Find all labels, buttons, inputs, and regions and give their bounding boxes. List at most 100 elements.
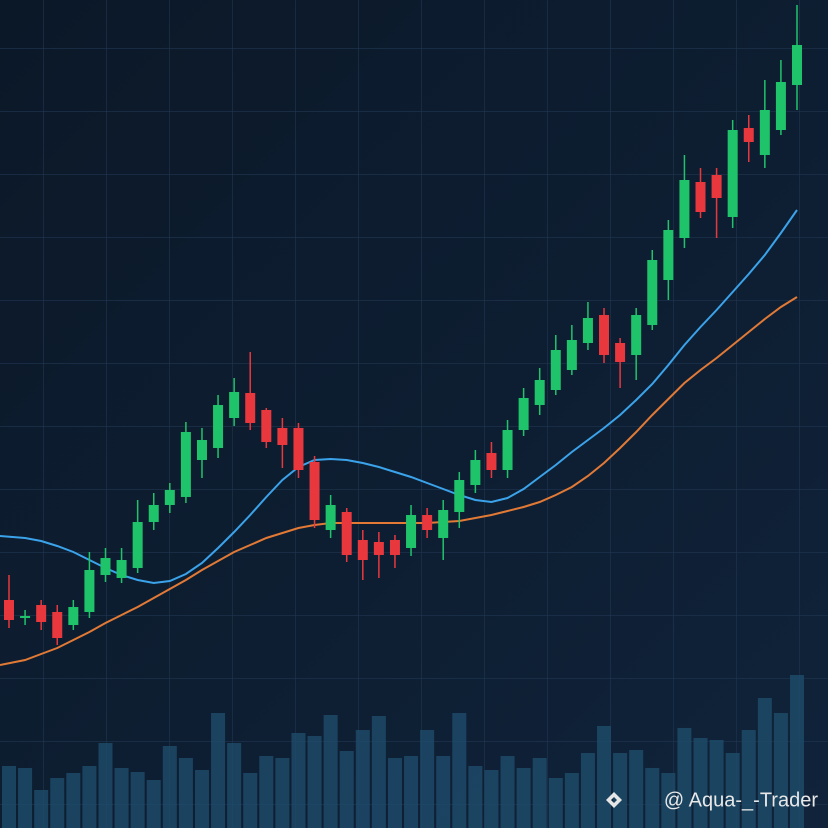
volume-bar — [387, 758, 402, 828]
volume-bar — [146, 780, 161, 828]
candle-body — [36, 605, 47, 622]
volume-bar — [211, 713, 226, 828]
volume-bar — [114, 768, 129, 828]
candle-body — [213, 405, 224, 448]
watermark: @ Aqua-_-Trader — [606, 789, 818, 811]
candle-body — [132, 522, 143, 568]
volume-bar — [50, 778, 65, 828]
candle-body — [711, 175, 722, 198]
candle-body — [599, 315, 610, 355]
candle-body — [486, 453, 497, 470]
candle-body — [325, 505, 336, 530]
candle-body — [695, 182, 706, 212]
volume-bar — [404, 756, 419, 828]
volume-bar — [677, 728, 692, 828]
volume-bar — [307, 736, 322, 828]
candle-body — [759, 110, 770, 155]
volume-bar — [580, 753, 595, 828]
candle-body — [582, 318, 593, 343]
volume-bar — [645, 768, 660, 828]
candle-body — [470, 460, 481, 485]
volume-bar — [597, 726, 612, 828]
candle-body — [277, 428, 288, 445]
moving-average-line — [0, 296, 798, 666]
volume-bar — [371, 716, 386, 828]
candle-body — [615, 343, 626, 362]
watermark-icon — [606, 792, 622, 808]
candle-body — [743, 128, 754, 142]
volume-bar — [323, 715, 338, 828]
candle-body — [148, 505, 159, 522]
candle-body — [100, 558, 111, 575]
candle-body — [261, 410, 272, 442]
candle-body — [775, 82, 786, 130]
candle-body — [52, 612, 63, 638]
candle-body — [792, 45, 802, 85]
volume-bar — [532, 758, 547, 828]
volume-bar — [227, 743, 242, 828]
volume-bar — [613, 753, 628, 828]
volume-bar — [162, 746, 177, 828]
candle-body — [566, 340, 577, 370]
candle-body — [4, 600, 14, 620]
candle-body — [309, 462, 320, 520]
volume-bar — [500, 756, 515, 828]
volume-bar — [452, 713, 467, 828]
plot — [0, 5, 804, 828]
candle-body — [518, 398, 529, 430]
candle-body — [68, 607, 79, 625]
candle-body — [502, 430, 513, 470]
volume-bar — [564, 773, 579, 828]
volume-bar — [773, 713, 788, 828]
volume-bar — [709, 740, 724, 828]
volume-bar — [741, 730, 756, 828]
volume-bar — [661, 773, 676, 828]
candle-body — [647, 260, 658, 325]
candle-body — [229, 392, 240, 418]
volume-bar — [18, 768, 33, 828]
moving-average-line — [0, 209, 798, 585]
volume-bar — [291, 733, 306, 828]
volume-bar — [98, 743, 113, 828]
volume-bar — [275, 758, 290, 828]
candle-body — [679, 180, 690, 238]
candle-body — [534, 380, 545, 405]
volume-bar — [243, 773, 258, 828]
volume-bar — [130, 772, 145, 828]
candle-body — [454, 480, 465, 512]
candle-body — [341, 512, 352, 555]
candle-body — [357, 540, 368, 560]
volume-bar — [339, 751, 354, 828]
volume-bar — [420, 730, 435, 828]
volume-bar — [725, 753, 740, 828]
volume-bar — [178, 758, 193, 828]
volume-bar — [548, 778, 563, 828]
candle-body — [373, 542, 384, 555]
volume-bar — [82, 766, 97, 828]
candle-body — [389, 540, 400, 555]
volume-bar — [194, 770, 209, 828]
volume-bar — [436, 756, 451, 828]
volume-bar — [629, 750, 644, 828]
candle-body — [406, 515, 417, 548]
volume-bar — [259, 756, 274, 828]
candle-body — [164, 490, 175, 505]
volume-bar — [468, 766, 483, 828]
candle-body — [84, 570, 95, 612]
candle-body — [438, 510, 449, 538]
volume-bar — [66, 773, 81, 828]
candle-body — [180, 432, 191, 497]
candle-body — [20, 616, 31, 618]
candle-body — [631, 315, 642, 355]
candle-body — [196, 440, 207, 460]
volume-bar — [693, 738, 708, 828]
candle-body — [422, 515, 433, 530]
candle-body — [550, 350, 561, 390]
watermark-text: @ Aqua-_-Trader — [664, 789, 818, 811]
candle-body — [116, 560, 127, 578]
volume-bar — [790, 675, 804, 828]
candle-body — [293, 428, 304, 470]
volume-bar — [516, 768, 531, 828]
